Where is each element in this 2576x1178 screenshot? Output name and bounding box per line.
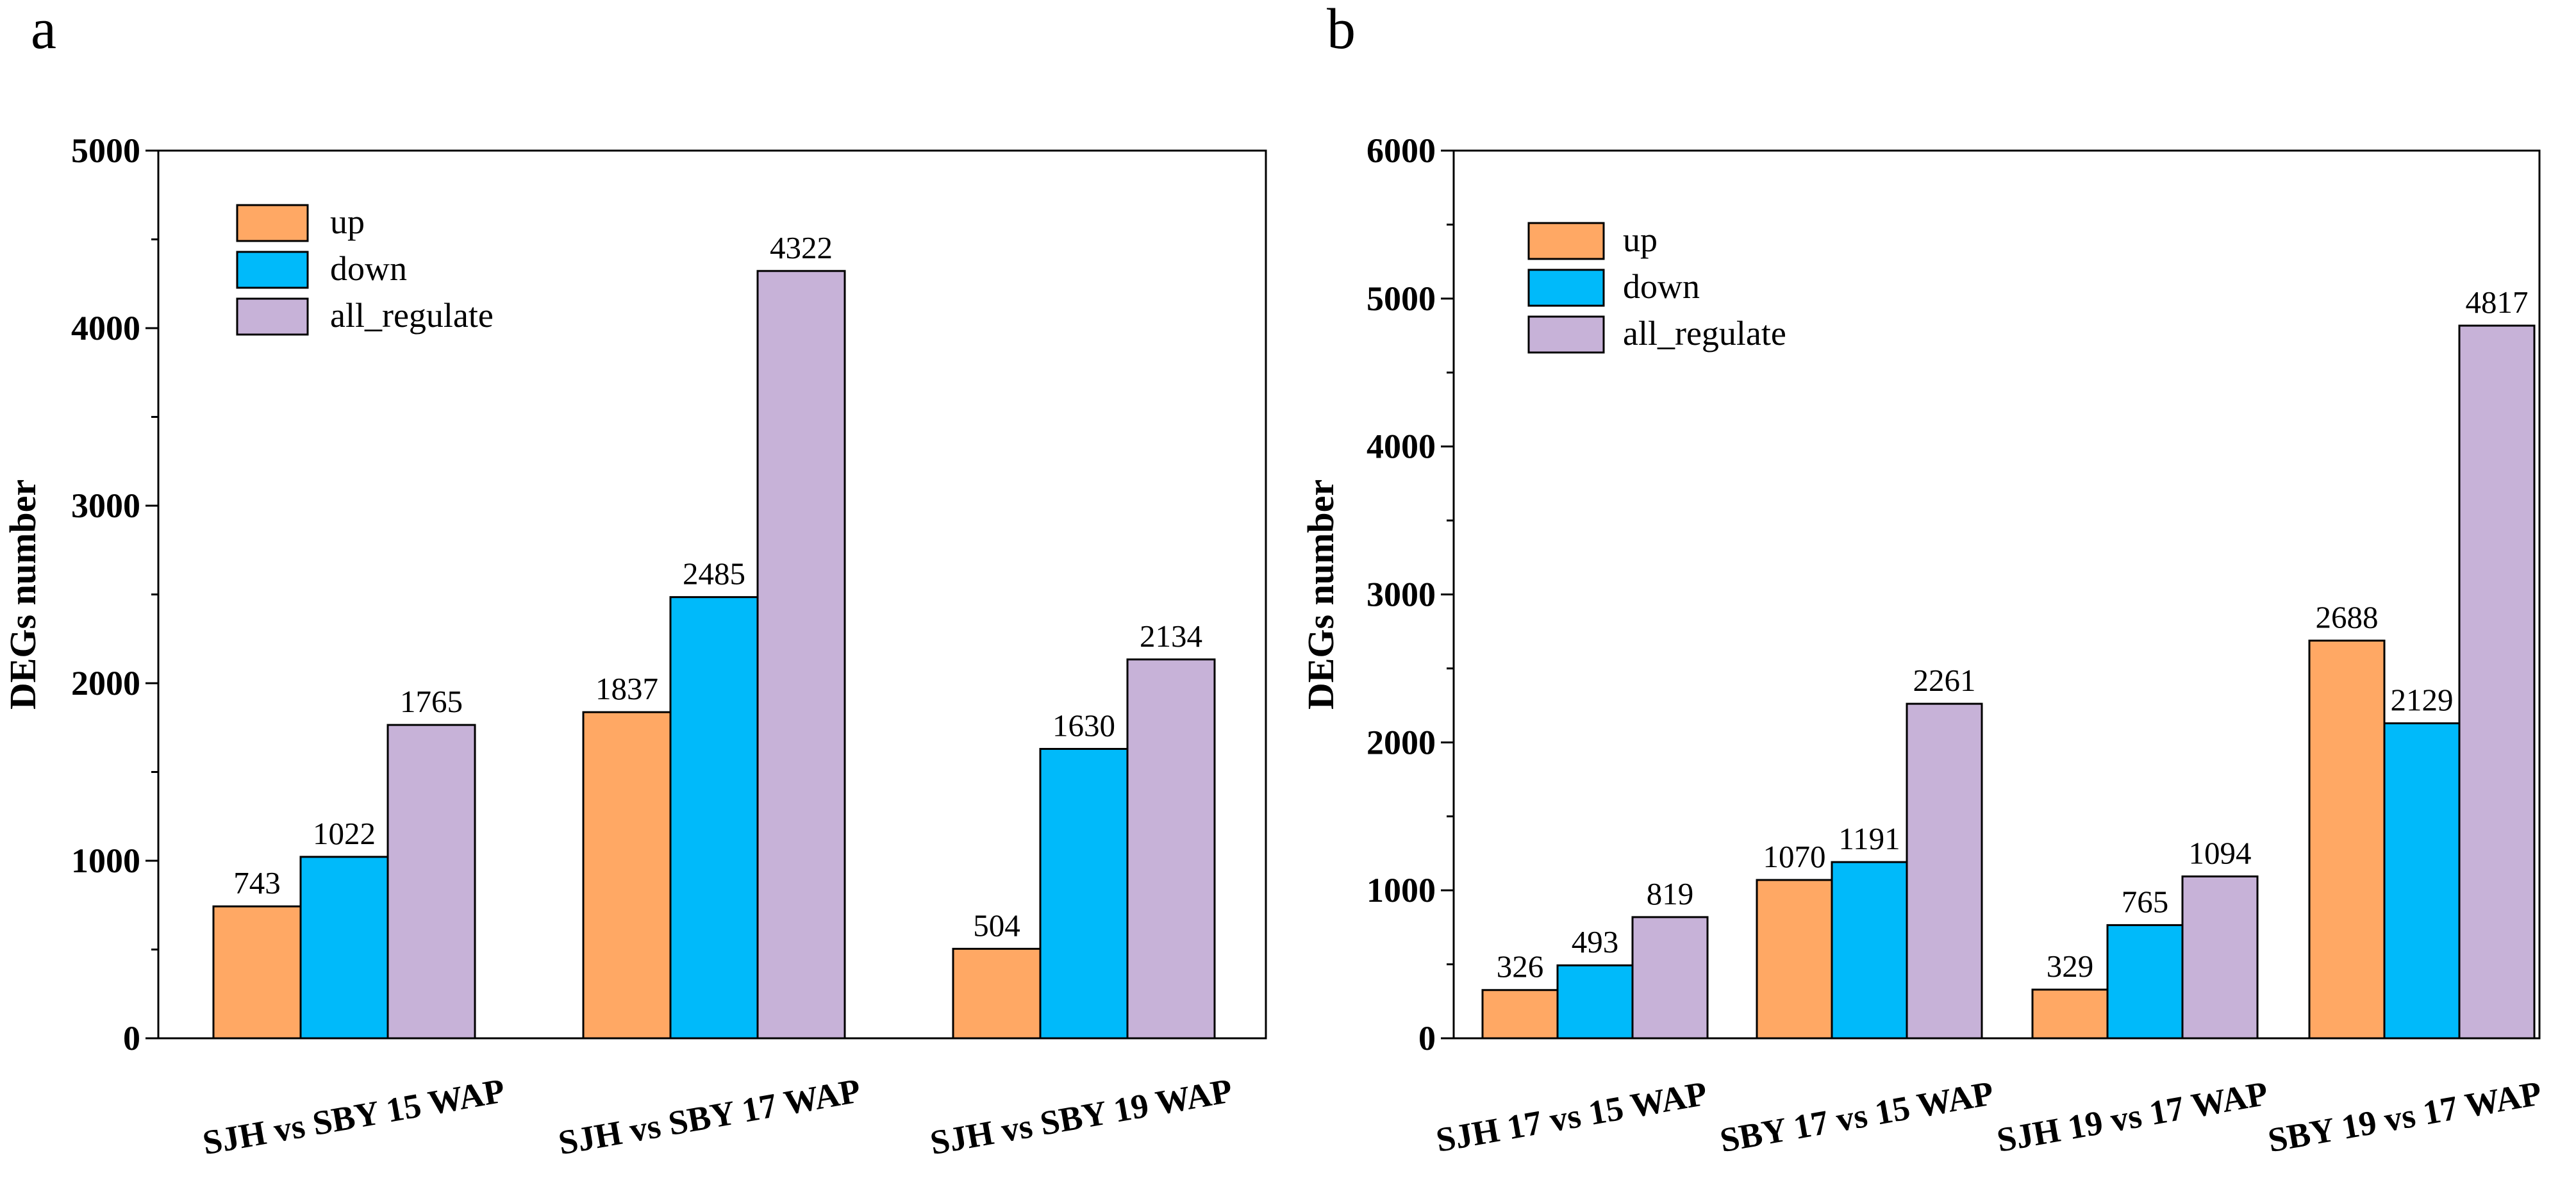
x-category-label: SJH vs SBY 15 WAP: [200, 1071, 508, 1162]
y-tick-label: 5000: [71, 131, 140, 170]
legend-label-down: down: [330, 249, 407, 288]
chart-panel-a: a 0 1000 2000 3000 4000 5000 DEGs number 743 1022…: [2, 0, 1267, 1162]
panel-letter: a: [31, 0, 56, 61]
data-label: 493: [1572, 924, 1619, 959]
bar-down: [299, 856, 389, 1040]
bar-down: [2383, 722, 2461, 1040]
legend-swatch-all_regulate: [1527, 315, 1605, 354]
bar-down: [669, 596, 759, 1040]
panel-letter: b: [1327, 0, 1356, 61]
y-tick-label: 2000: [71, 664, 140, 702]
y-tick-label: 6000: [1367, 131, 1436, 170]
y-tick-label: 3000: [1367, 576, 1436, 614]
data-label: 4322: [770, 230, 833, 265]
y-tick-label: 0: [1418, 1019, 1436, 1058]
x-category-label: SBY 19 vs 17 WAP: [2265, 1074, 2545, 1159]
legend-swatch-up: [1527, 222, 1605, 260]
legend-swatch-up: [236, 204, 309, 242]
bar-down: [1039, 747, 1129, 1040]
data-label: 743: [233, 865, 281, 900]
legend-label-all_regulate: all_regulate: [1623, 314, 1786, 353]
data-label: 2129: [2391, 683, 2454, 718]
x-category-label: SJH vs SBY 17 WAP: [556, 1071, 863, 1162]
bar-down: [2106, 924, 2184, 1040]
y-tick-label: 1000: [1367, 871, 1436, 909]
y-tick-label: 2000: [1367, 723, 1436, 761]
bar-up: [212, 905, 302, 1040]
bar-up: [2308, 640, 2386, 1040]
data-label: 2134: [1140, 618, 1202, 654]
data-label: 4817: [2466, 285, 2529, 320]
data-label: 819: [1647, 876, 1694, 911]
bar-up: [2031, 988, 2109, 1040]
y-axis-title: DEGs number: [1300, 479, 1342, 709]
y-axis-title: DEGs number: [2, 479, 44, 709]
data-label: 765: [2122, 884, 2169, 919]
legend-label-all_regulate: all_regulate: [330, 296, 494, 335]
bar-all_regulate: [2458, 324, 2536, 1040]
bar-all_regulate: [1906, 702, 1983, 1040]
x-category-label: SBY 17 vs 15 WAP: [1717, 1074, 1997, 1159]
data-label: 504: [973, 908, 1020, 943]
data-label: 2485: [683, 556, 745, 592]
data-label: 326: [1497, 949, 1544, 984]
x-category-label: SJH 17 vs 15 WAP: [1433, 1074, 1710, 1159]
data-label: 1191: [1838, 821, 1900, 856]
bar-all_regulate: [1126, 658, 1216, 1040]
bar-up: [1756, 879, 1833, 1040]
data-label: 1837: [595, 671, 658, 706]
data-label: 2261: [1913, 663, 1976, 698]
data-label: 1022: [313, 816, 376, 851]
data-label: 1070: [1763, 839, 1826, 874]
y-tick-label: 0: [123, 1019, 140, 1058]
data-label: 329: [2047, 949, 2094, 984]
bar-up: [582, 711, 672, 1040]
y-tick-label: 3000: [71, 486, 140, 525]
data-label: 1630: [1052, 708, 1115, 743]
bar-up: [1481, 989, 1559, 1040]
legend-swatch-down: [1527, 269, 1605, 307]
bar-down: [1556, 964, 1634, 1040]
legend-swatch-down: [236, 251, 309, 289]
bar-all_regulate: [2181, 875, 2259, 1040]
data-label: 2688: [2316, 600, 2379, 635]
legend-label-up: up: [330, 203, 365, 241]
bar-all_regulate: [386, 724, 476, 1040]
legend-swatch-all_regulate: [236, 297, 309, 336]
x-category-label: SJH vs SBY 19 WAP: [927, 1071, 1235, 1162]
chart-panel-b: b 0 1000 2000 3000 4000 5000 6000 DEGs number 326…: [1300, 0, 2545, 1159]
bar-up: [952, 947, 1042, 1040]
bar-all_regulate: [1631, 916, 1709, 1040]
data-label: 1765: [400, 684, 463, 719]
y-tick-label: 5000: [1367, 279, 1436, 318]
legend-label-down: down: [1623, 267, 1700, 306]
x-category-label: SJH 19 vs 17 WAP: [1994, 1074, 2271, 1159]
y-tick-label: 4000: [1367, 427, 1436, 466]
legend-label-up: up: [1623, 220, 1658, 259]
bar-down: [1831, 861, 1908, 1040]
data-label: 1094: [2189, 835, 2252, 870]
y-tick-label: 4000: [71, 309, 140, 347]
y-tick-label: 1000: [71, 842, 140, 880]
bar-all_regulate: [756, 270, 846, 1040]
